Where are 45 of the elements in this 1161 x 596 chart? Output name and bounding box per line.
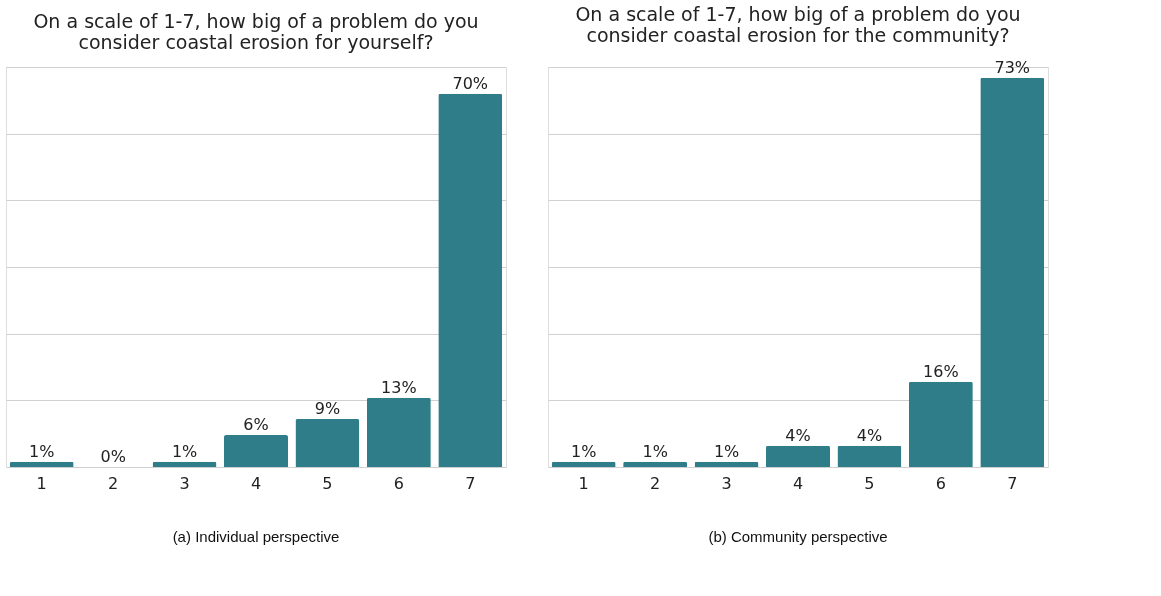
- bar: [9, 461, 74, 467]
- data-label: 1%: [29, 441, 55, 461]
- x-tick-label: 7: [1007, 473, 1018, 493]
- x-tick-label: 3: [721, 473, 732, 493]
- data-label: 1%: [171, 441, 198, 461]
- x-tick-label: 3: [179, 473, 190, 493]
- data-label: 4%: [856, 425, 883, 445]
- data-label: 0%: [100, 447, 126, 466]
- x-tick-label: 6: [935, 473, 946, 493]
- text: (b) Community perspective: [708, 528, 888, 545]
- x-tick-label: 2: [108, 473, 119, 493]
- bar: [551, 461, 616, 467]
- data-label: 6%: [243, 415, 269, 434]
- x-tick-label: 5: [864, 473, 875, 493]
- bar: [837, 445, 902, 467]
- chart-title: On a scale of 1-7, how big of a problem do you consider coastal erosion for yourself?: [33, 10, 479, 53]
- bar: [438, 93, 503, 467]
- bar: [980, 77, 1045, 467]
- bar: [366, 397, 431, 467]
- data-label: 16%: [923, 361, 959, 381]
- text: (a) Individual perspective: [172, 528, 340, 545]
- x-tick-label: 6: [393, 473, 404, 493]
- x-tick-label: 2: [650, 473, 661, 493]
- bar: [224, 435, 288, 467]
- data-label: 9%: [314, 399, 341, 418]
- data-label: 73%: [994, 57, 1031, 77]
- x-tick-label: 4: [792, 473, 804, 493]
- bar: [908, 381, 973, 467]
- data-label: 70%: [452, 73, 489, 93]
- x-tick-label: 5: [322, 473, 333, 493]
- bar: [623, 461, 688, 467]
- data-label: 1%: [571, 441, 597, 461]
- x-tick-label: 1: [36, 473, 47, 493]
- x-tick-label: 4: [250, 473, 262, 493]
- bar: [152, 461, 217, 467]
- bar: [694, 461, 759, 467]
- data-label: 1%: [713, 441, 740, 461]
- bar: [295, 419, 360, 467]
- chart-title: On a scale of 1-7, how big of a problem do you consider coastal erosion for the community?: [575, 2, 1021, 46]
- data-label: 4%: [785, 425, 811, 445]
- x-tick-label: 7: [465, 473, 476, 493]
- data-label: 1%: [642, 441, 668, 461]
- bar: [766, 445, 830, 467]
- x-tick-label: 1: [578, 473, 589, 493]
- data-label: 13%: [381, 377, 417, 397]
